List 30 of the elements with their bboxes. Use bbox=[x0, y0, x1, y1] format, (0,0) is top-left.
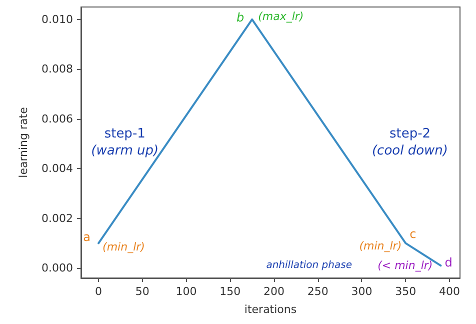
annotation: b bbox=[236, 10, 244, 24]
annotation: (max_lr) bbox=[258, 10, 304, 23]
y-tick-label: 0.004 bbox=[42, 162, 73, 176]
x-tick-label: 400 bbox=[438, 285, 460, 298]
annotation: (< min_lr) bbox=[378, 259, 433, 272]
annotation: (cool down) bbox=[372, 144, 448, 159]
x-tick-label: 300 bbox=[351, 285, 372, 298]
y-tick-label: 0.008 bbox=[42, 62, 73, 76]
annotation: anhillation phase bbox=[266, 260, 352, 272]
y-tick-label: 0.010 bbox=[42, 12, 73, 26]
x-tick-label: 250 bbox=[307, 285, 328, 298]
x-tick-label: 50 bbox=[135, 285, 150, 298]
annotation: d bbox=[444, 256, 452, 270]
annotation: (min_lr) bbox=[359, 240, 402, 253]
y-tick-label: 0.000 bbox=[42, 262, 73, 275]
x-tick-label: 0 bbox=[95, 285, 102, 298]
annotation: (min_lr) bbox=[102, 240, 145, 254]
annotation: (warm up) bbox=[91, 144, 159, 159]
annotation: step-1 bbox=[104, 126, 146, 142]
x-tick-label: 100 bbox=[176, 285, 197, 298]
y-tick-label: 0.006 bbox=[42, 112, 73, 126]
annotation: a bbox=[83, 230, 91, 244]
x-tick-label: 350 bbox=[395, 285, 416, 298]
x-axis-title: iterations bbox=[244, 303, 297, 316]
y-axis-title: learning rate bbox=[17, 106, 30, 178]
x-tick-label: 200 bbox=[264, 285, 285, 298]
x-tick-label: 150 bbox=[220, 285, 241, 298]
y-tick-label: 0.002 bbox=[42, 212, 73, 225]
annotation: step-2 bbox=[389, 126, 431, 142]
annotation: c bbox=[410, 227, 416, 242]
